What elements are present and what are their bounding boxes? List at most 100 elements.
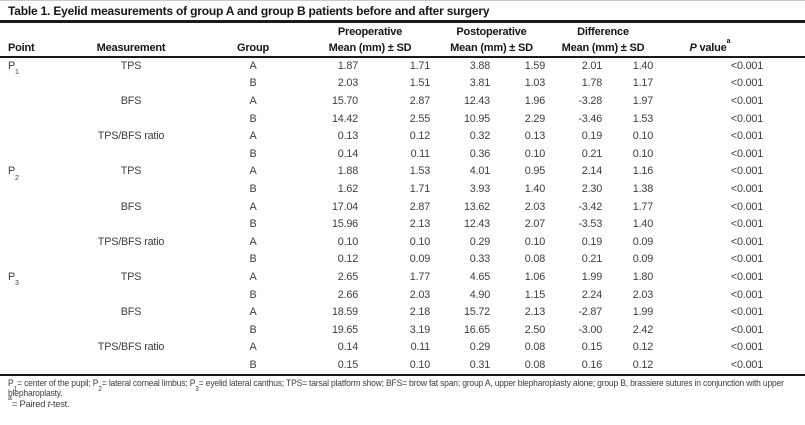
cell-postoperative-sd: 2.13 [524,306,545,319]
cell-measurement: BFS [120,306,142,319]
cell-point [0,233,62,251]
cell-difference-sd: 1.77 [632,200,653,213]
cell-measurement: TPS/BFS ratio [97,130,165,143]
cell-postoperative-sd: 2.03 [524,200,545,213]
cell-preoperative-mean: 0.15 [337,358,358,371]
cell-p-value: <0.001 [730,341,763,354]
cell-postoperative-mean: 13.62 [463,200,490,213]
cell-postoperative-sd: 0.13 [524,130,545,143]
cell-preoperative-sd: 2.55 [409,112,430,125]
cell-postoperative-mean: 12.43 [463,218,490,231]
col-header-preoperative: Preoperative [337,26,403,38]
cell-preoperative-mean: 0.10 [337,235,358,248]
table-row: B 14.42 2.55 10.95 2.29 -3.46 1.53 <0.00… [0,110,805,128]
cell-preoperative-mean: 15.70 [331,94,358,107]
cell-p-value: <0.001 [730,94,763,107]
header-group-row: Preoperative Postoperative Difference [0,23,805,40]
data-table: Preoperative Postoperative Difference Po… [0,23,805,374]
cell-difference-sd: 1.16 [632,165,653,178]
cell-measurement [62,356,200,374]
cell-measurement [62,251,200,269]
cell-point [0,198,62,216]
cell-difference-mean: 0.15 [581,341,602,354]
cell-preoperative-sd: 2.18 [409,306,430,319]
col-header-point: Point [0,40,62,58]
cell-point [0,92,62,110]
cell-preoperative-sd: 2.13 [409,218,430,231]
cell-preoperative-sd: 0.11 [410,147,431,160]
table-row: BFS A 15.70 2.87 12.43 1.96 -3.28 1.97 <… [0,92,805,110]
cell-postoperative-sd: 2.50 [524,323,545,336]
cell-postoperative-mean: 0.33 [469,253,490,266]
cell-difference-sd: 0.10 [632,147,653,160]
cell-difference-mean: -3.53 [578,218,602,231]
cell-group: B [249,288,257,301]
cell-preoperative-sd: 2.87 [409,94,430,107]
cell-point [0,110,62,128]
cell-postoperative-sd: 1.03 [524,77,545,90]
cell-p-value: <0.001 [730,253,763,266]
table-row: TPS/BFS ratio A 0.14 0.11 0.29 0.08 0.15… [0,339,805,357]
cell-difference-mean: -2.87 [578,306,602,319]
cell-preoperative-mean: 0.13 [337,130,358,143]
cell-preoperative-sd: 0.12 [409,130,430,143]
cell-measurement [62,180,200,198]
cell-measurement: TPS [120,165,142,178]
cell-difference-sd: 2.42 [632,323,653,336]
cell-postoperative-mean: 4.90 [469,288,490,301]
cell-group: B [249,112,257,125]
cell-difference-sd: 0.10 [632,130,653,143]
cell-preoperative-mean: 2.66 [337,288,358,301]
cell-point [0,321,62,339]
cell-postoperative-sd: 0.08 [524,253,545,266]
cell-postoperative-sd: 0.10 [524,235,545,248]
cell-measurement [62,215,200,233]
cell-point [0,356,62,374]
table-row: P1 TPS A 1.87 1.71 3.88 1.59 2.01 1.40 <… [0,57,805,76]
cell-group: A [249,235,257,248]
cell-group: B [249,358,257,371]
table-title: Table 1. Eyelid measurements of group A … [0,0,805,23]
col-header-difference-mean-sd: Mean (mm) ± SD [549,40,657,58]
cell-measurement: TPS/BFS ratio [97,235,165,248]
cell-group: A [249,306,257,319]
cell-preoperative-sd: 0.09 [409,253,430,266]
cell-postoperative-sd: 0.95 [524,165,545,178]
cell-group: A [249,60,257,73]
cell-postoperative-sd: 0.08 [524,358,545,371]
cell-point [0,215,62,233]
cell-measurement: TPS/BFS ratio [97,341,165,354]
cell-preoperative-mean: 1.62 [337,182,358,195]
cell-postoperative-mean: 0.32 [469,130,490,143]
cell-difference-sd: 0.12 [632,341,653,354]
cell-group: A [249,94,257,107]
cell-p-value: <0.001 [730,218,763,231]
cell-p-value: <0.001 [730,112,763,125]
table-body: P1 TPS A 1.87 1.71 3.88 1.59 2.01 1.40 <… [0,57,805,374]
cell-preoperative-sd: 0.10 [409,358,430,371]
table-row: TPS/BFS ratio A 0.13 0.12 0.32 0.13 0.19… [0,127,805,145]
cell-difference-sd: 1.80 [632,270,653,283]
cell-point [0,286,62,304]
cell-difference-mean: 0.19 [581,235,602,248]
cell-preoperative-mean: 1.88 [337,165,358,178]
cell-difference-sd: 1.40 [632,218,653,231]
cell-group: A [249,130,257,143]
cell-group: B [249,147,257,160]
cell-postoperative-sd: 1.96 [524,94,545,107]
table-row: B 15.96 2.13 12.43 2.07 -3.53 1.40 <0.00… [0,215,805,233]
cell-p-value: <0.001 [730,60,763,73]
cell-preoperative-mean: 0.12 [337,253,358,266]
cell-preoperative-mean: 15.96 [331,218,358,231]
cell-postoperative-mean: 16.65 [463,323,490,336]
cell-preoperative-sd: 2.03 [409,288,430,301]
cell-preoperative-sd: 3.19 [409,323,430,336]
cell-point: P2 [8,165,19,182]
cell-group: B [249,77,257,90]
cell-p-value: <0.001 [730,288,763,301]
cell-point [0,251,62,269]
table-row: B 0.12 0.09 0.33 0.08 0.21 0.09 <0.001 [0,251,805,269]
cell-p-value: <0.001 [730,358,763,371]
cell-postoperative-sd: 2.07 [524,218,545,231]
cell-measurement [62,321,200,339]
